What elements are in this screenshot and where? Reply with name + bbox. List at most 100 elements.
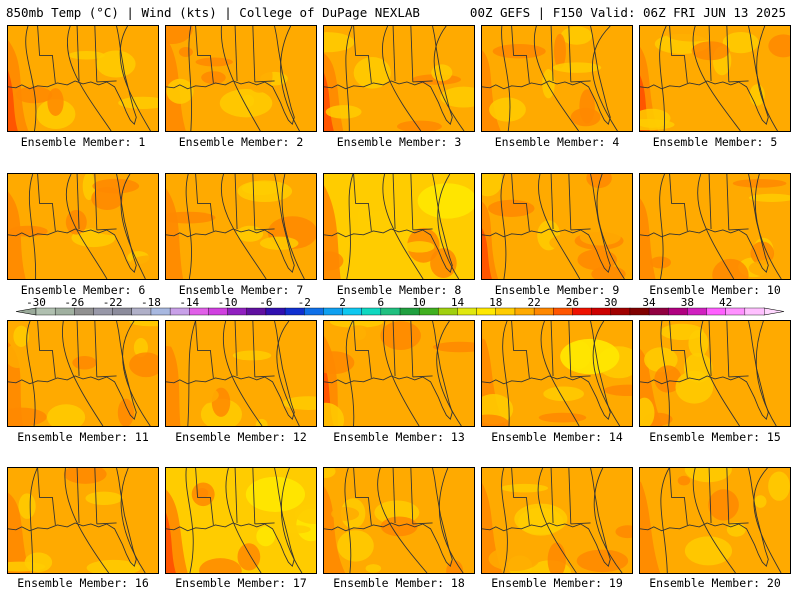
ensemble-member-label: Ensemble Member: 10 [649, 283, 781, 297]
ensemble-map-6 [7, 173, 159, 280]
ensemble-map-9 [481, 173, 633, 280]
colorbar-tick-label: 6 [378, 296, 385, 309]
ensemble-member-label: Ensemble Member: 8 [336, 283, 462, 297]
map-field [166, 174, 316, 279]
colorbar-tick-label: 10 [413, 296, 426, 309]
ensemble-member-label: Ensemble Member: 13 [333, 430, 465, 444]
ensemble-member-label: Ensemble Member: 7 [178, 283, 304, 297]
colorbar-tick-label: 30 [604, 296, 617, 309]
ensemble-member-label: Ensemble Member: 16 [17, 576, 149, 590]
ensemble-member-label: Ensemble Member: 14 [491, 430, 623, 444]
colorbar-swatch [725, 307, 746, 316]
ensemble-map-13 [323, 320, 475, 427]
ensemble-member-label: Ensemble Member: 2 [178, 135, 304, 149]
map-title: 850mb Temp (°C) | Wind (kts) | College o… [6, 5, 420, 20]
colorbar-tick-label: -30 [26, 296, 46, 309]
ensemble-map-19 [481, 467, 633, 574]
ensemble-map-16 [7, 467, 159, 574]
ensemble-member-label: Ensemble Member: 12 [175, 430, 307, 444]
ensemble-member-label: Ensemble Member: 5 [652, 135, 778, 149]
colorbar-tick-label: 22 [527, 296, 540, 309]
ensemble-member-label: Ensemble Member: 9 [494, 283, 620, 297]
colorbar-tick-label: -10 [218, 296, 238, 309]
colorbar-tick-label: 18 [489, 296, 502, 309]
colorbar-tick-label: 38 [681, 296, 694, 309]
ensemble-member-label: Ensemble Member: 6 [20, 283, 146, 297]
map-field [640, 468, 790, 573]
colorbar-left-arrow [15, 307, 37, 316]
colorbar-swatch [438, 307, 458, 316]
colorbar-swatch [610, 307, 631, 316]
map-field [640, 174, 790, 279]
run-valid-time: 00Z GEFS | F150 Valid: 06Z FRI JUN 13 20… [469, 5, 786, 20]
colorbar-swatch [169, 307, 190, 316]
map-field [166, 26, 316, 131]
map-field [8, 468, 158, 573]
map-field [640, 26, 790, 131]
colorbar-swatch [648, 307, 669, 316]
ensemble-member-label: Ensemble Member: 20 [649, 576, 781, 590]
colorbar-swatch [514, 307, 535, 316]
colorbar-tick-label: -14 [179, 296, 199, 309]
colorbar-swatch [265, 307, 286, 316]
map-field [8, 174, 158, 279]
ensemble-map-3 [323, 25, 475, 132]
colorbar-tick-label: 26 [566, 296, 579, 309]
colorbar-tick-label: -18 [141, 296, 161, 309]
colorbar-tick-label: -6 [259, 296, 272, 309]
colorbar-right-arrow [763, 307, 785, 316]
colorbar-swatch [591, 307, 612, 316]
ensemble-member-label: Ensemble Member: 4 [494, 135, 620, 149]
colorbar-tick-label: 14 [451, 296, 465, 309]
colorbar-graphic: -30 -26 -22 -18 -14 -10 -6 -2 2 6 10 14 18 22 26 30 34 38… [15, 296, 785, 316]
map-field [482, 26, 632, 131]
ensemble-map-10 [639, 173, 791, 280]
map-field [640, 321, 790, 426]
ensemble-map-5 [639, 25, 791, 132]
ensemble-member-label: Ensemble Member: 17 [175, 576, 307, 590]
colorbar-swatch [74, 307, 94, 316]
ensemble-map-11 [7, 320, 159, 427]
colorbar-swatch [476, 307, 497, 316]
map-field [482, 321, 632, 426]
colorbar-swatch [284, 307, 305, 316]
ensemble-map-4 [481, 25, 633, 132]
colorbar-swatch [150, 307, 171, 316]
map-field [166, 321, 316, 426]
ensemble-map-18 [323, 467, 475, 574]
map-field [8, 26, 158, 131]
map-field [324, 468, 474, 573]
ensemble-member-label: Ensemble Member: 19 [491, 576, 623, 590]
colorbar-swatch [495, 307, 516, 316]
colorbar-swatch [706, 307, 727, 316]
colorbar-swatch [304, 307, 324, 316]
colorbar-tick-label: -22 [103, 296, 123, 309]
colorbar-tick-label: -2 [298, 296, 311, 309]
colorbar-tick-label: 34 [642, 296, 656, 309]
colorbar-swatch [361, 307, 382, 316]
colorbar-tick-label: 42 [719, 296, 732, 309]
map-field [166, 468, 316, 573]
colorbar-swatch [54, 307, 75, 316]
colorbar-swatch [553, 307, 573, 316]
colorbar-swatch [744, 307, 765, 316]
map-field [8, 321, 158, 426]
ensemble-map-15 [639, 320, 791, 427]
colorbar-swatch [533, 307, 554, 316]
colorbar-tick-label: -26 [64, 296, 84, 309]
ensemble-map-20 [639, 467, 791, 574]
colorbar-swatch [112, 307, 133, 316]
colorbar-swatch [342, 307, 363, 316]
colorbar-swatch [687, 307, 708, 316]
colorbar-swatch [629, 307, 650, 316]
colorbar-swatch [189, 307, 209, 316]
ensemble-member-label: Ensemble Member: 15 [649, 430, 781, 444]
ensemble-map-2 [165, 25, 317, 132]
colorbar-swatch [457, 307, 478, 316]
ensemble-map-17 [165, 467, 317, 574]
ensemble-member-label: Ensemble Member: 11 [17, 430, 149, 444]
ensemble-map-1 [7, 25, 159, 132]
ensemble-map-8 [323, 173, 475, 280]
ensemble-member-label: Ensemble Member: 1 [20, 135, 146, 149]
ensemble-map-12 [165, 320, 317, 427]
